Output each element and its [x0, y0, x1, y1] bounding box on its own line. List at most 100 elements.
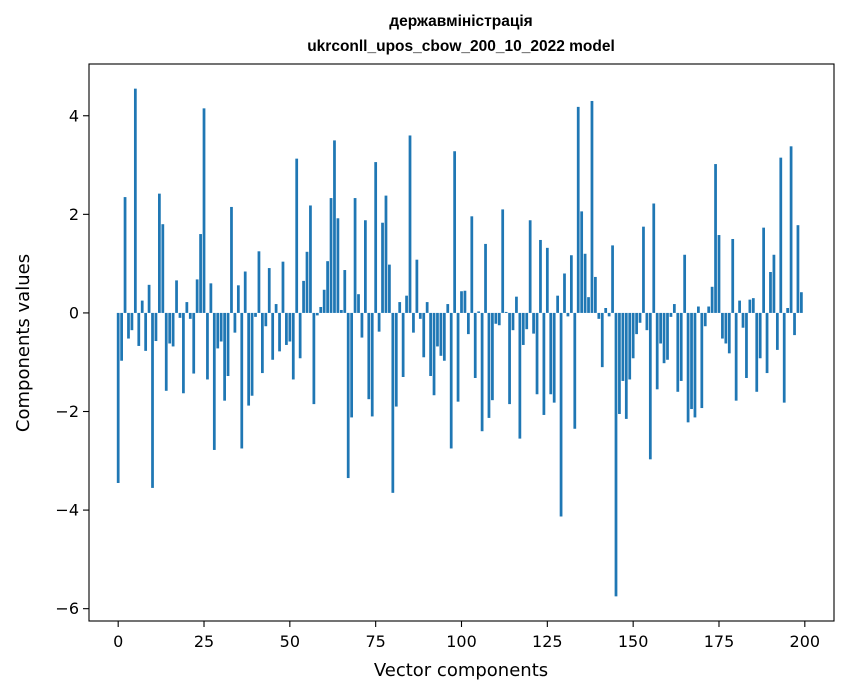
bar-85 [408, 135, 412, 313]
bar-191 [772, 254, 776, 313]
bar-180 [734, 312, 738, 401]
bar-20 [185, 302, 189, 313]
bar-193 [779, 157, 783, 313]
bar-15 [168, 312, 172, 344]
bar-127 [552, 312, 556, 403]
bar-112 [501, 209, 505, 313]
bar-158 [659, 312, 662, 344]
bar-36 [240, 312, 244, 449]
bar-14 [164, 312, 168, 391]
bar-63 [333, 140, 336, 313]
bar-128 [556, 295, 560, 313]
bar-198 [796, 225, 800, 313]
bar-117 [518, 312, 522, 439]
x-tick-label: 150 [618, 632, 649, 651]
bar-7 [140, 300, 144, 313]
bar-183 [745, 312, 748, 378]
bar-123 [539, 239, 542, 313]
bar-16 [171, 312, 175, 347]
bar-2 [123, 197, 127, 313]
bar-89 [422, 312, 426, 358]
bar-195 [786, 308, 790, 313]
bar-40 [254, 312, 257, 317]
bar-197 [793, 312, 796, 336]
bar-172 [707, 306, 711, 313]
bar-125 [545, 247, 549, 313]
bar-58 [315, 312, 319, 316]
bar-25 [202, 108, 206, 313]
bar-105 [477, 311, 481, 313]
bar-79 [388, 264, 391, 313]
bar-65 [339, 309, 343, 313]
bar-108 [487, 312, 491, 418]
bar-104 [473, 312, 477, 378]
bar-189 [765, 312, 769, 374]
bar-17 [175, 280, 178, 313]
bar-145 [614, 312, 618, 597]
bar-57 [312, 312, 316, 405]
bar-164 [679, 312, 683, 381]
bar-188 [762, 227, 765, 313]
bar-170 [700, 312, 704, 409]
bar-174 [714, 164, 717, 313]
bar-78 [384, 195, 388, 313]
bar-12 [158, 193, 161, 313]
bar-159 [662, 312, 666, 364]
bar-194 [782, 312, 786, 403]
bar-68 [350, 312, 354, 418]
bar-46 [274, 304, 278, 313]
bar-119 [525, 312, 529, 330]
bar-64 [336, 218, 340, 313]
bar-120 [528, 220, 532, 313]
bar-157 [655, 312, 659, 390]
bar-114 [508, 312, 511, 405]
x-axis-label: Vector components [374, 660, 548, 681]
bar-178 [727, 312, 731, 354]
bar-100 [460, 291, 463, 313]
bar-84 [405, 295, 408, 313]
bar-75 [374, 162, 378, 313]
bar-98 [453, 151, 457, 313]
bar-30 [219, 312, 223, 342]
x-tick-label: 100 [446, 632, 477, 651]
y-tick-label: −2 [55, 402, 79, 421]
bar-28 [212, 312, 216, 450]
bar-96 [446, 304, 450, 313]
x-tick-label: 25 [194, 632, 214, 651]
bar-135 [580, 211, 584, 313]
y-tick-label: 4 [69, 106, 79, 125]
bar-55 [305, 251, 309, 313]
bar-113 [504, 311, 508, 313]
bar-133 [573, 312, 577, 429]
bar-88 [418, 312, 422, 319]
bar-5 [133, 88, 137, 313]
bar-110 [494, 312, 498, 324]
bar-126 [549, 312, 553, 395]
y-tick-label: −6 [55, 599, 79, 618]
bar-190 [769, 272, 772, 313]
bar-27 [209, 283, 213, 313]
bar-39 [250, 312, 254, 396]
bar-106 [480, 312, 484, 432]
bar-26 [206, 312, 209, 380]
bar-185 [751, 298, 755, 313]
bar-152 [638, 312, 642, 323]
bar-177 [724, 312, 728, 344]
bar-163 [676, 312, 680, 392]
bar-169 [697, 306, 700, 313]
bar-61 [326, 261, 329, 313]
y-axis-label: Components values [13, 254, 34, 432]
bar-69 [353, 198, 357, 313]
bar-50 [288, 312, 292, 342]
bar-83 [401, 312, 405, 377]
bar-150 [631, 312, 635, 359]
bar-24 [199, 234, 202, 313]
bar-109 [491, 312, 494, 401]
x-tick-label: 200 [790, 632, 821, 651]
y-tick-label: 0 [69, 303, 79, 322]
bar-73 [367, 312, 371, 400]
bar-186 [755, 312, 759, 392]
bar-99 [456, 312, 460, 402]
bar-171 [703, 312, 707, 327]
bar-151 [635, 312, 638, 335]
